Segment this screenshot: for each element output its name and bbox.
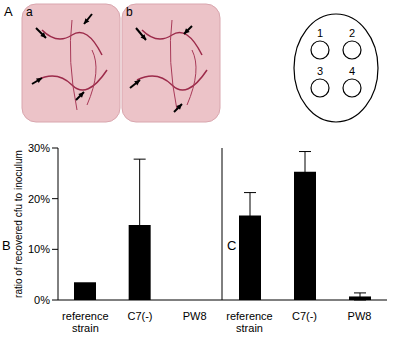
svg-text:PW8: PW8: [183, 310, 207, 322]
svg-text:C7(-): C7(-): [292, 310, 317, 322]
svg-text:referencestrain: referencestrain: [226, 310, 272, 334]
svg-text:2: 2: [349, 27, 355, 39]
svg-text:0%: 0%: [34, 294, 50, 306]
svg-text:b: b: [126, 5, 133, 19]
svg-text:PW8: PW8: [348, 310, 372, 322]
svg-text:4: 4: [349, 65, 355, 77]
html-text:C: C: [227, 238, 237, 253]
svg-text:A: A: [4, 4, 13, 19]
svg-text:3: 3: [317, 65, 323, 77]
svg-text:10%: 10%: [28, 243, 50, 255]
svg-text:C7(-): C7(-): [127, 310, 152, 322]
svg-text:referencestrain: referencestrain: [62, 310, 108, 334]
svg-text:ratio of recovered cfu to inoc: ratio of recovered cfu to inoculum: [13, 150, 24, 298]
html-text:B: B: [2, 238, 11, 253]
svg-text:30%: 30%: [28, 142, 50, 154]
svg-text:a: a: [26, 5, 33, 19]
svg-text:1: 1: [317, 27, 323, 39]
svg-text:20%: 20%: [28, 193, 50, 205]
